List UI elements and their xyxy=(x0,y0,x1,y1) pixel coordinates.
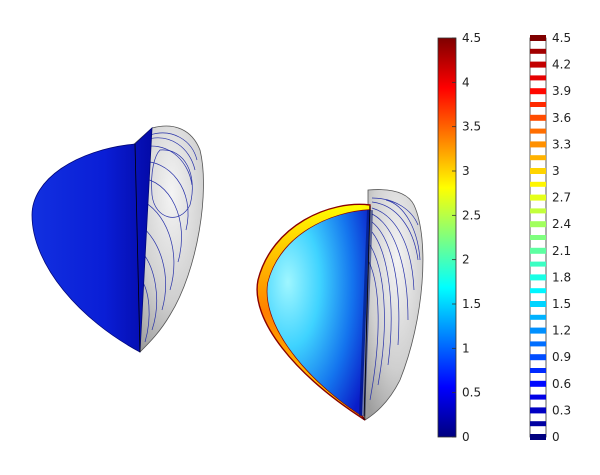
colorbar-continuous-tick-label: 0 xyxy=(462,430,470,444)
colorbar-contour-band xyxy=(530,114,546,121)
colorbar-contour-band xyxy=(530,194,546,201)
colorbar-continuous-tick-label: 2.5 xyxy=(462,208,481,222)
colorbar-contour-tick-label: 2.7 xyxy=(552,191,571,205)
colorbar-contour-band xyxy=(530,221,546,228)
colorbar-contour-band xyxy=(530,394,546,400)
colorbar-contour-band xyxy=(530,434,546,440)
colorbar-contour-band xyxy=(530,274,546,281)
right-cut-face xyxy=(267,210,370,416)
colorbar-contour-tick-label: 0 xyxy=(552,430,560,444)
colorbar-contour-tick-label: 0.9 xyxy=(552,350,571,364)
colorbar-contour-band xyxy=(530,407,546,414)
colorbar-continuous-tick-label: 0.5 xyxy=(462,386,481,400)
colorbar-contour-band xyxy=(530,128,546,134)
colorbar-contour-band xyxy=(530,141,546,148)
colorbar-contour-band xyxy=(530,247,546,254)
colorbar-contour-band xyxy=(530,155,546,161)
right-shell xyxy=(364,189,424,421)
colorbar-contour-tick-label: 2.1 xyxy=(552,244,571,258)
colorbar-contour-tick-label: 4.2 xyxy=(552,58,571,72)
colorbar-contour-band xyxy=(530,48,546,54)
colorbar-contour-band xyxy=(530,208,546,214)
colorbar-contour-band xyxy=(530,341,546,347)
colorbar-contour-tick-label: 3.3 xyxy=(552,137,571,151)
colorbar-contour-band xyxy=(530,354,546,361)
colorbar-contour-tick-label: 1.8 xyxy=(552,270,571,284)
colorbar-contour-band xyxy=(530,301,546,307)
colorbar-continuous: 0 0.5 1 1.5 2 2.5 3 3.5 4 4.5 xyxy=(437,31,481,444)
colorbar-continuous-tick-label: 1 xyxy=(462,341,470,355)
colorbar-contour-tick-label: 1.2 xyxy=(552,324,571,338)
colorbar-contour-band xyxy=(530,102,546,107)
colorbar-contour-tick-label: 0.6 xyxy=(552,377,571,391)
colorbar-contour-tick-label: 3.6 xyxy=(552,111,571,125)
colorbar-contour-tick-label: 4.5 xyxy=(552,31,571,45)
colorbar-continuous-tick-label: 1.5 xyxy=(462,297,481,311)
colorbar-contour-band xyxy=(530,61,546,68)
colorbar-contour-band xyxy=(530,421,546,427)
colorbar-contour-tick-label: 2.4 xyxy=(552,217,571,231)
left-ellipsoid xyxy=(31,125,204,353)
colorbar-contour-band xyxy=(530,235,546,240)
colorbar-contour-band xyxy=(530,288,546,294)
colorbar-contour-band xyxy=(530,88,546,95)
left-cut-face xyxy=(31,127,153,353)
colorbar-contour-tick-label: 0.3 xyxy=(552,403,571,417)
colorbar-contour: 0 0.3 0.6 0.9 1.2 1.5 1.8 2.1 2.4 2.7 3 3.3 3.6 3.9 4.… xyxy=(529,31,571,444)
colorbar-contour-band xyxy=(530,380,546,387)
colorbar-contour-band xyxy=(530,314,546,320)
colorbar-contour-band xyxy=(530,261,546,267)
colorbar-contour-tick-label: 3 xyxy=(552,164,560,178)
right-contours xyxy=(368,197,421,401)
colorbar-contour-band xyxy=(530,181,546,187)
colorbar-continuous-tick-label: 4.5 xyxy=(462,31,481,45)
colorbar-contour-tick-label: 3.9 xyxy=(552,84,571,98)
colorbar-contour-band xyxy=(530,168,546,174)
colorbar-contour-band xyxy=(530,327,546,334)
right-ellipsoid xyxy=(256,189,424,421)
colorbar-continuous-gradient xyxy=(437,37,457,438)
colorbar-contour-band xyxy=(530,75,546,81)
colorbar-contour-band xyxy=(530,368,546,373)
colorbar-contour-band xyxy=(530,35,546,41)
colorbar-continuous-tick-label: 2 xyxy=(462,253,470,267)
colorbar-continuous-tick-label: 4 xyxy=(462,75,470,89)
colorbar-contour-tick-label: 1.5 xyxy=(552,297,571,311)
colorbar-continuous-tick-label: 3 xyxy=(462,164,470,178)
colorbar-continuous-tick-label: 3.5 xyxy=(462,120,481,134)
left-shell xyxy=(132,125,204,353)
